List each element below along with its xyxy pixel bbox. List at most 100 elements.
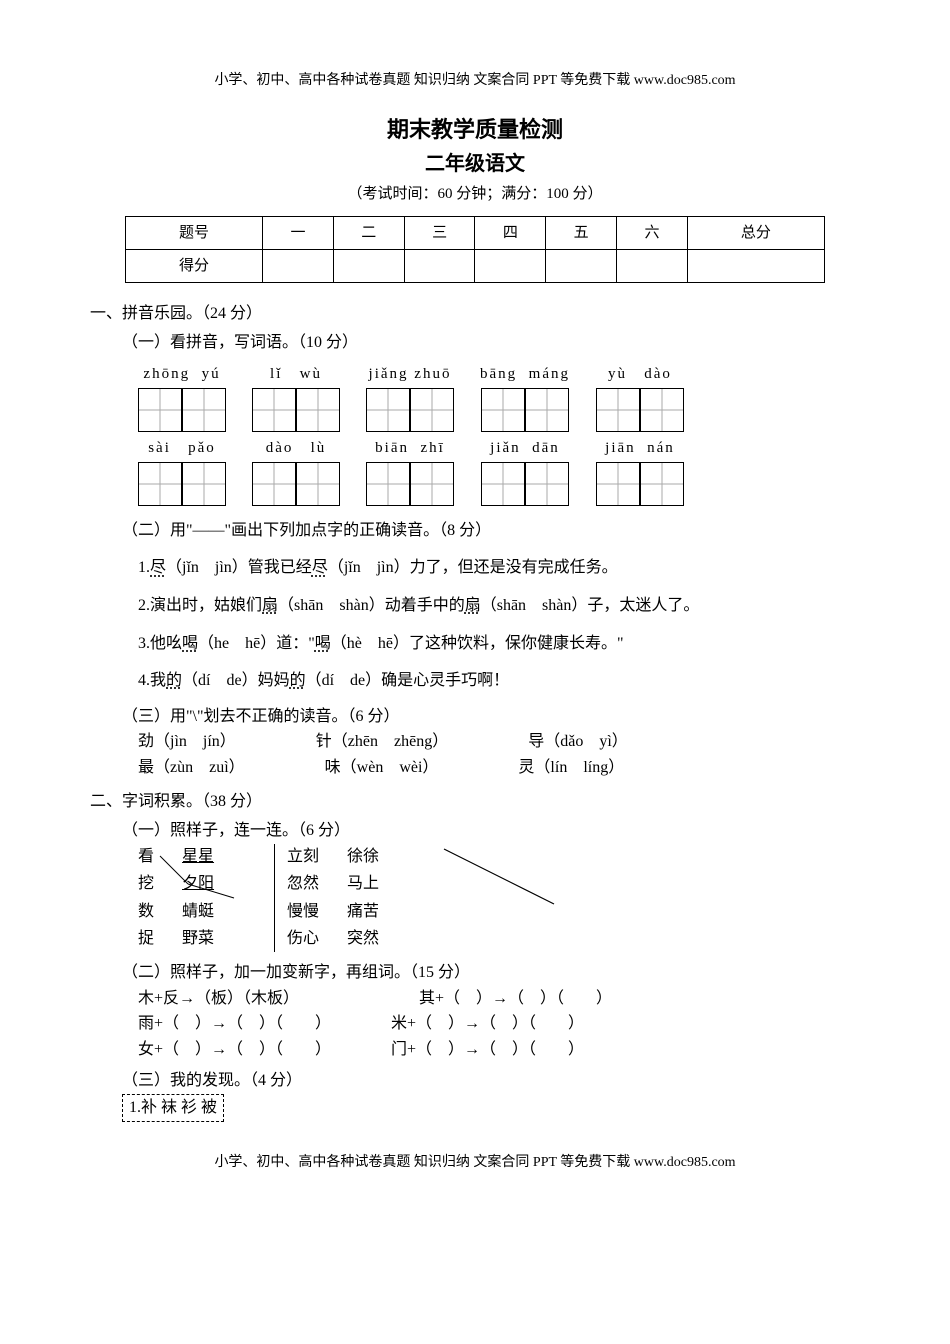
example-left: 木+反→（板）（木板）: [138, 986, 299, 1012]
section-1-heading: 一、拼音乐园。（24 分）: [90, 301, 860, 327]
tianzige-box: [481, 462, 525, 506]
m-l: 挖: [138, 871, 154, 897]
pinyin-row-1: zhōng yú sài pǎo lǐ wù dào lù jiǎng zhuō…: [138, 362, 860, 510]
score-value-row: 得分: [126, 249, 825, 282]
score-table: 题号 一 二 三 四 五 六 总分 得分: [125, 216, 825, 283]
py-label: dào lù: [252, 436, 340, 460]
m-l: 数: [138, 899, 154, 925]
tianzige-box: [410, 462, 454, 506]
tianzige-box: [182, 462, 226, 506]
q1-1: 1.尽（jǐn jìn）管我已经尽（jǐn jìn）力了，但还是没有完成任务。: [138, 555, 860, 581]
exam-title-2: 二年级语文: [90, 148, 860, 180]
py-label: jiān nán: [596, 436, 684, 460]
tianzige-box: [640, 462, 684, 506]
fill-r: 门+（ ）→（ ）（ ）: [391, 1037, 584, 1063]
sec1-sub3: （三）用"\"划去不正确的读音。（6 分）: [122, 704, 860, 730]
q1-4: 4.我的（dí de）妈妈的（dí de）确是心灵手巧啊！: [138, 668, 860, 694]
tianzige-box: [138, 388, 182, 432]
section-2-heading: 二、字词积累。（38 分）: [90, 789, 860, 815]
discover-line: 1.补 袜 衫 被: [122, 1094, 860, 1122]
dashed-chars: 1.补 袜 衫 被: [122, 1094, 224, 1122]
example-right: 其+（ ）→（ ）（ ）: [419, 986, 612, 1012]
score-h-0: 题号: [126, 216, 263, 249]
py-cell: yù dào jiān nán: [596, 362, 684, 510]
sec1-sub1: （一）看拼音，写词语。（10 分）: [122, 330, 860, 356]
sec1-row-a: 劲（jìn jín） 针（zhēn zhēng） 导（dǎo yì）: [138, 729, 860, 755]
m-l: 伤心: [287, 926, 319, 952]
fill-l: 女+（ ）→（ ）（ ）: [138, 1037, 331, 1063]
score-h-3: 三: [404, 216, 475, 249]
score-h-5: 五: [546, 216, 617, 249]
item: 劲（jìn jín）: [138, 729, 236, 755]
sec2-sub2: （二）照样子，加一加变新字，再组词。（15 分）: [122, 960, 860, 986]
item: 最（zùn zuì）: [138, 755, 245, 781]
item: 针（zhēn zhēng）: [316, 729, 448, 755]
tianzige-box: [138, 462, 182, 506]
item: 味（wèn wèi）: [325, 755, 439, 781]
tianzige-box: [296, 462, 340, 506]
sec1-row-b: 最（zùn zuì） 味（wèn wèi） 灵（lín líng）: [138, 755, 860, 781]
score-v-7: [687, 249, 824, 282]
score-h-7: 总分: [687, 216, 824, 249]
q1-3: 3.他吆喝（he hē）道："喝（hè hē）了这种饮料，保你健康长寿。": [138, 631, 860, 657]
m-r: 野菜: [182, 926, 214, 952]
fill-r: 米+（ ）→（ ）（ ）: [391, 1011, 584, 1037]
q1-2: 2.演出时，姑娘们扇（shān shàn）动着手中的扇（shān shàn）子，…: [138, 593, 860, 619]
m-l: 立刻: [287, 844, 319, 870]
py-label: bāng máng: [480, 362, 570, 386]
score-h-1: 一: [263, 216, 334, 249]
tianzige-box: [596, 462, 640, 506]
match-mid: 立刻 徐徐 忽然 马上 慢慢 痛苦 伤心 突然: [274, 844, 379, 952]
tianzige-box: [366, 388, 410, 432]
exam-title-1: 期末教学质量检测: [90, 112, 860, 147]
page-footer: 小学、初中、高中各种试卷真题 知识归纳 文案合同 PPT 等免费下载 www.d…: [90, 1152, 860, 1174]
score-header-row: 题号 一 二 三 四 五 六 总分: [126, 216, 825, 249]
sec2-sub3: （三）我的发现。（4 分）: [122, 1068, 860, 1094]
m-l: 慢慢: [287, 899, 319, 925]
exam-meta: （考试时间：60 分钟；满分：100 分）: [90, 182, 860, 206]
m-l: 看: [138, 844, 154, 870]
tianzige-box: [596, 388, 640, 432]
item: 导（dǎo yì）: [528, 729, 628, 755]
match-left: 看 星星 挖 夕阳 数 蜻蜓 捉 野菜: [138, 844, 214, 952]
py-cell: lǐ wù dào lù: [252, 362, 340, 510]
score-h-6: 六: [617, 216, 688, 249]
py-cell: jiǎng zhuō biān zhī: [366, 362, 454, 510]
sec2-line-1: 雨+（ ）→（ ）（ ） 米+（ ）→（ ）（ ）: [138, 1011, 860, 1037]
score-v-6: [617, 249, 688, 282]
m-l: 忽然: [287, 871, 319, 897]
sec2-ex-row: 木+反→（板）（木板） 其+（ ）→（ ）（ ）: [138, 986, 860, 1012]
score-v-3: [404, 249, 475, 282]
m-r: 痛苦: [347, 899, 379, 925]
m-r: 突然: [347, 926, 379, 952]
page-header: 小学、初中、高中各种试卷真题 知识归纳 文案合同 PPT 等免费下载 www.d…: [90, 70, 860, 92]
item: 灵（lín líng）: [518, 755, 624, 781]
py-label: sài pǎo: [138, 436, 226, 460]
fill-l: 雨+（ ）→（ ）（ ）: [138, 1011, 331, 1037]
score-v-5: [546, 249, 617, 282]
diag-line-icon: [439, 844, 559, 924]
m-r: 夕阳: [182, 871, 214, 897]
tianzige-box: [252, 462, 296, 506]
py-cell: bāng máng jiǎn dān: [480, 362, 570, 510]
score-v-4: [475, 249, 546, 282]
tianzige-box: [640, 388, 684, 432]
py-label: yù dào: [596, 362, 684, 386]
score-h-2: 二: [333, 216, 404, 249]
py-label: jiǎn dān: [480, 436, 570, 460]
tianzige-box: [366, 462, 410, 506]
m-l: 捉: [138, 926, 154, 952]
m-r: 徐徐: [347, 844, 379, 870]
score-h-4: 四: [475, 216, 546, 249]
py-label: lǐ wù: [252, 362, 340, 386]
py-label: jiǎng zhuō: [366, 362, 454, 386]
tianzige-box: [296, 388, 340, 432]
tianzige-box: [525, 462, 569, 506]
tianzige-box: [525, 388, 569, 432]
score-v-1: [263, 249, 334, 282]
tianzige-box: [252, 388, 296, 432]
py-cell: zhōng yú sài pǎo: [138, 362, 226, 510]
tianzige-box: [182, 388, 226, 432]
m-r: 星星: [182, 844, 214, 870]
tianzige-box: [410, 388, 454, 432]
